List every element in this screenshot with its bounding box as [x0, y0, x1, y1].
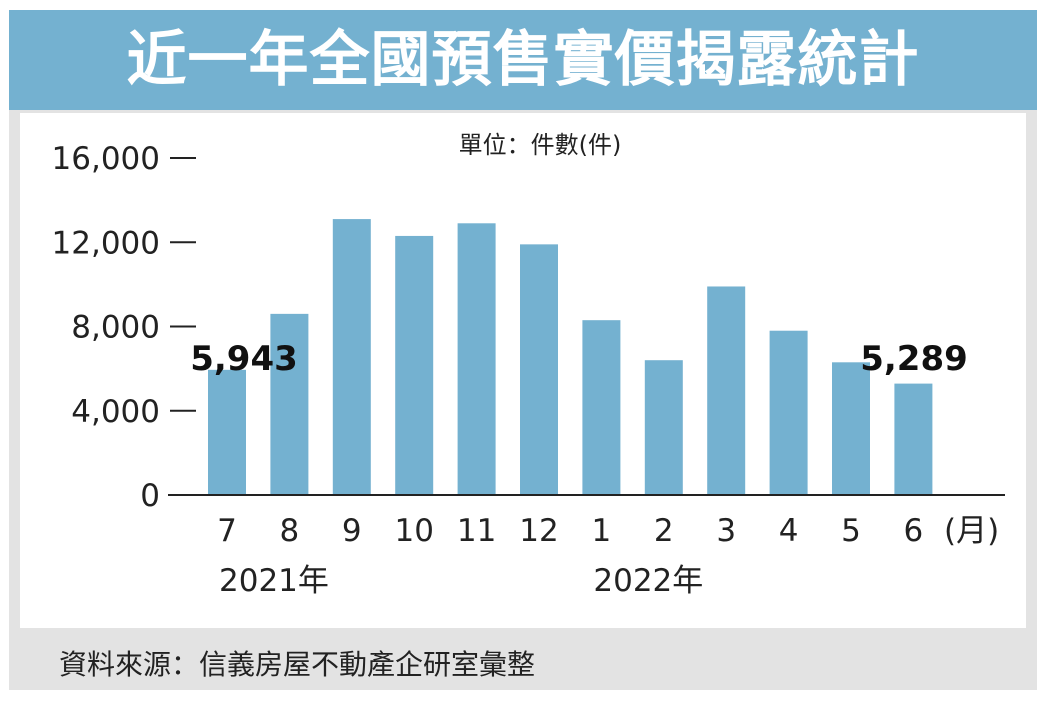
x-tick-label: 8 — [280, 513, 300, 549]
source-note: 資料來源：信義房屋不動產企研室彙整 — [59, 648, 536, 681]
y-tick-label: 12,000 — [52, 225, 160, 261]
infographic-frame: 近一年全國預售實價揭露統計 單位：件數(件) 0 4,000 8,000 12,000 1… — [9, 10, 1037, 690]
x-tick-label: 11 — [457, 513, 496, 549]
x-tick-label: 3 — [716, 513, 736, 549]
x-tick-label: 2 — [654, 513, 674, 549]
y-tick-label: 8,000 — [71, 310, 160, 346]
x-unit-label: (月) — [944, 513, 999, 549]
y-tick-label: 16,000 — [52, 141, 160, 177]
bar-2 — [644, 360, 683, 495]
bar-8 — [270, 313, 309, 495]
bar-1 — [582, 320, 621, 495]
x-tick-label: 12 — [519, 513, 558, 549]
bar-4 — [769, 330, 808, 495]
x-tick-label: 1 — [592, 513, 612, 549]
x-tick-label: 9 — [342, 513, 362, 549]
x-tick-label: 5 — [841, 513, 861, 549]
bar-9 — [332, 219, 371, 496]
plot-panel: 單位：件數(件) 0 4,000 8,000 12,000 16,000 7 8 9 10 11 12… — [20, 113, 1026, 628]
x-tick-label: 4 — [779, 513, 799, 549]
year-label: 2022年 — [593, 563, 703, 599]
bar-5 — [832, 362, 870, 495]
data-label: 5,943 — [190, 339, 298, 379]
y-tick-label: 4,000 — [71, 394, 160, 430]
bar-10 — [395, 235, 434, 495]
bar-11 — [457, 223, 496, 495]
title-bar: 近一年全國預售實價揭露統計 — [9, 10, 1037, 110]
x-tick-label: 6 — [904, 513, 924, 549]
x-tick-label: 10 — [394, 513, 433, 549]
unit-label: 單位：件數(件) — [459, 131, 622, 159]
x-tick-label: 7 — [217, 513, 237, 549]
bar-3 — [707, 286, 746, 495]
data-label: 5,289 — [860, 339, 968, 379]
year-label: 2021年 — [219, 563, 329, 599]
y-tick-label: 0 — [140, 478, 160, 514]
chart-title: 近一年全國預售實價揭露統計 — [126, 25, 920, 95]
bar-6 — [894, 383, 933, 495]
bar-12 — [520, 244, 558, 495]
bar-7 — [208, 369, 246, 495]
